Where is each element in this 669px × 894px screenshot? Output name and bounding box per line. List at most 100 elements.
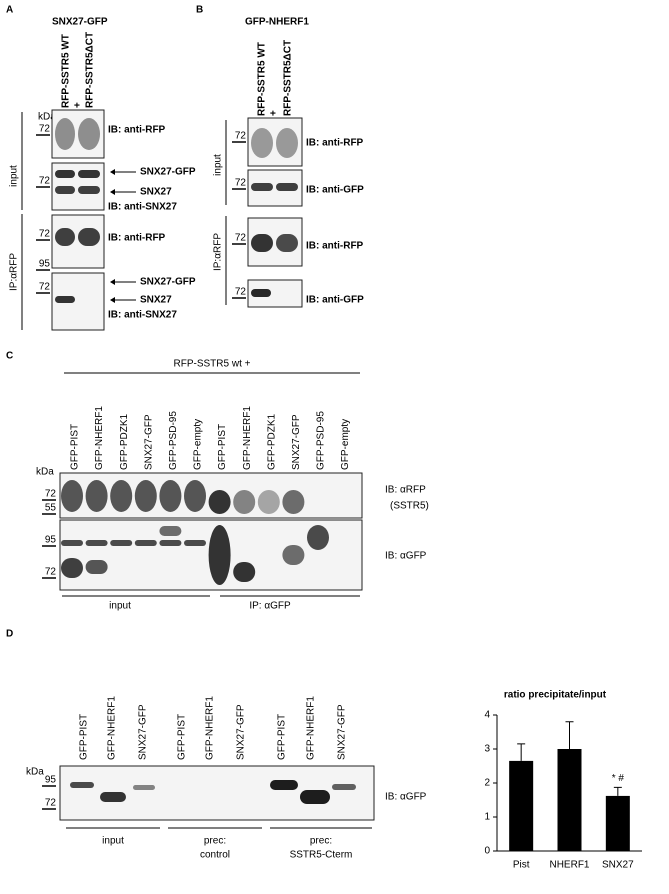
- y-tick-label: 1: [484, 812, 490, 823]
- panel-label: D: [6, 629, 13, 640]
- band: [110, 540, 133, 546]
- lane-label: GFP-PIST: [277, 714, 288, 760]
- marker-label: 55: [45, 503, 57, 514]
- band: [300, 790, 330, 804]
- band: [282, 545, 305, 565]
- error-bar: [613, 786, 622, 796]
- lane-label: RFP-SSTR5ΔCT: [283, 40, 294, 116]
- arrow-head: [110, 279, 115, 285]
- bar: [605, 795, 630, 851]
- band: [78, 118, 100, 150]
- band: [55, 186, 75, 194]
- blot-annotation: SNX27: [140, 187, 172, 198]
- y-tick-label: 0: [484, 846, 490, 857]
- lane-label: SNX27-GFP: [236, 704, 247, 760]
- blot-annotation: IB: anti-GFP: [306, 295, 364, 306]
- lane-label: GFP-PSD-95: [316, 411, 327, 470]
- blot-annotation: IB: αRFP: [385, 485, 426, 496]
- marker-label: 72: [39, 176, 51, 187]
- lane-label: GFP-NHERF1: [242, 406, 253, 470]
- arrow-head: [110, 189, 115, 195]
- chart-title: ratio precipitate/input: [504, 690, 607, 701]
- band: [276, 128, 298, 158]
- lane-label: GFP-PSD-95: [168, 411, 179, 470]
- significance: * #: [612, 773, 625, 784]
- band: [233, 562, 256, 582]
- marker-label: 72: [235, 178, 247, 189]
- construct: SNX27-GFP: [52, 17, 108, 28]
- blot-annotation: SNX27-GFP: [140, 167, 196, 178]
- lane-label: RFP-SSTR5ΔCT: [85, 32, 96, 108]
- marker-label: 72: [45, 489, 57, 500]
- band: [55, 170, 75, 178]
- band: [85, 560, 108, 574]
- group-label: prec:: [310, 836, 332, 847]
- lane-label: SNX27-GFP: [337, 704, 348, 760]
- error-bar: [517, 743, 526, 761]
- blot-annotation: IB: anti-RFP: [306, 241, 364, 252]
- lane-label: GFP-NHERF1: [107, 696, 118, 760]
- blot-annotation: (SSTR5): [390, 501, 429, 512]
- lane-label: SNX27-GFP: [291, 414, 302, 470]
- band: [100, 792, 126, 802]
- band: [159, 526, 182, 536]
- blot: [51, 109, 105, 159]
- kda: kDa: [38, 112, 56, 123]
- group-label: IP: αGFP: [249, 601, 291, 612]
- marker-label: 72: [235, 233, 247, 244]
- band: [78, 170, 100, 178]
- marker-label: 72: [39, 229, 51, 240]
- band: [184, 480, 206, 512]
- marker-label: 95: [45, 775, 57, 786]
- band: [134, 540, 157, 546]
- band: [78, 186, 100, 194]
- band: [307, 525, 329, 550]
- band: [55, 296, 75, 303]
- kda: kDa: [26, 767, 44, 778]
- blot-annotation: IB: anti-GFP: [306, 185, 364, 196]
- group-label: prec:: [204, 836, 226, 847]
- blot-annotation: SNX27-GFP: [140, 277, 196, 288]
- band: [257, 490, 280, 514]
- x-tick-label: SNX27: [602, 860, 634, 871]
- marker-label: 72: [39, 282, 51, 293]
- band: [332, 784, 356, 790]
- blot-annotation: IB: αGFP: [385, 792, 427, 803]
- blot-annotation: IB: anti-RFP: [108, 233, 166, 244]
- blot: [247, 117, 303, 167]
- arrow-head: [110, 297, 115, 303]
- band: [55, 118, 75, 150]
- group-label: control: [200, 850, 230, 861]
- marker-label: 95: [39, 259, 51, 270]
- lane-label: GFP-NHERF1: [205, 696, 216, 760]
- band: [276, 183, 298, 191]
- panel-label: C: [6, 351, 13, 362]
- band: [110, 480, 133, 512]
- lane-label: GFP-empty: [193, 419, 204, 470]
- blot-annotation: IB: anti-SNX27: [108, 310, 177, 321]
- band: [270, 780, 298, 790]
- lane-label: GFP-NHERF1: [94, 406, 105, 470]
- band: [251, 289, 271, 297]
- blot-annotation: SNX27: [140, 295, 172, 306]
- band: [251, 183, 273, 191]
- band: [276, 234, 298, 252]
- band: [61, 480, 83, 512]
- blot-annotation: IB: anti-RFP: [306, 138, 364, 149]
- group-label: IP:αRFP: [213, 233, 224, 271]
- bar: [509, 760, 534, 851]
- lane-label: GFP-PIST: [217, 424, 228, 470]
- band: [134, 480, 157, 512]
- band: [184, 540, 206, 546]
- x-tick-label: Pist: [513, 860, 530, 871]
- group-label: input: [109, 601, 131, 612]
- panel-label: B: [196, 5, 203, 16]
- band: [233, 490, 256, 514]
- blot-annotation: IB: αGFP: [385, 551, 427, 562]
- lane-label: +: [269, 110, 280, 116]
- band: [61, 558, 83, 578]
- marker-label: 72: [45, 567, 57, 578]
- band: [61, 540, 83, 546]
- kda: kDa: [36, 467, 54, 478]
